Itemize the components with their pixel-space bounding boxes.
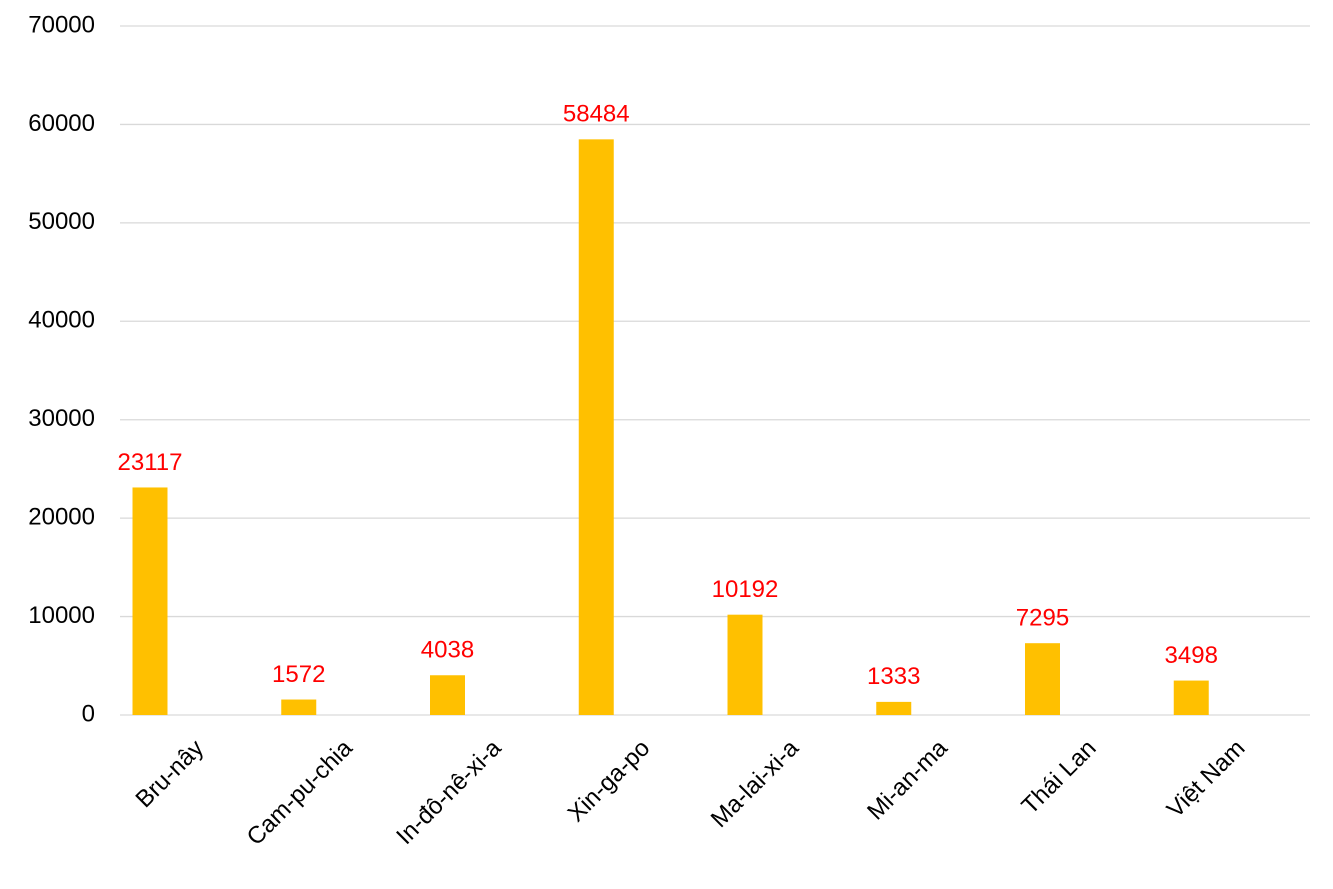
data-label: 58484 [563, 101, 630, 128]
y-tick-label: 50000 [28, 208, 95, 235]
y-tick-label: 10000 [28, 602, 95, 629]
bar [1173, 680, 1209, 715]
y-tick-label: 30000 [28, 405, 95, 432]
x-tick-label: Bru-nây [131, 735, 210, 814]
bar [281, 699, 317, 715]
data-label: 10192 [712, 576, 779, 603]
bar [132, 487, 168, 715]
x-tick-label: Ma-lai-xi-a [706, 734, 805, 833]
y-tick-label: 70000 [28, 11, 95, 38]
data-label: 23117 [118, 449, 183, 476]
data-label: 3498 [1165, 642, 1218, 669]
bar [578, 139, 614, 715]
y-tick-label: 0 [82, 700, 95, 727]
y-tick-label: 20000 [28, 503, 95, 530]
data-label: 7295 [1016, 605, 1069, 632]
data-label: 1572 [272, 661, 325, 688]
data-label: 4038 [421, 637, 474, 664]
x-tick-label: In-đô-nê-xi-a [391, 734, 507, 850]
x-tick-label: Mi-an-ma [862, 734, 953, 825]
x-tick-label: Xin-ga-po [563, 735, 656, 828]
bar [430, 675, 465, 715]
y-tick-label: 40000 [28, 307, 95, 334]
y-tick-label: 60000 [28, 110, 95, 137]
x-tick-label: Việt Nam [1162, 735, 1251, 824]
x-tick-label: Cam-pu-chia [242, 734, 359, 851]
data-label: 1333 [867, 663, 920, 690]
bar [1025, 643, 1060, 715]
x-tick-label: Thái Lan [1016, 735, 1101, 820]
bar [876, 701, 912, 715]
bar [727, 614, 763, 715]
